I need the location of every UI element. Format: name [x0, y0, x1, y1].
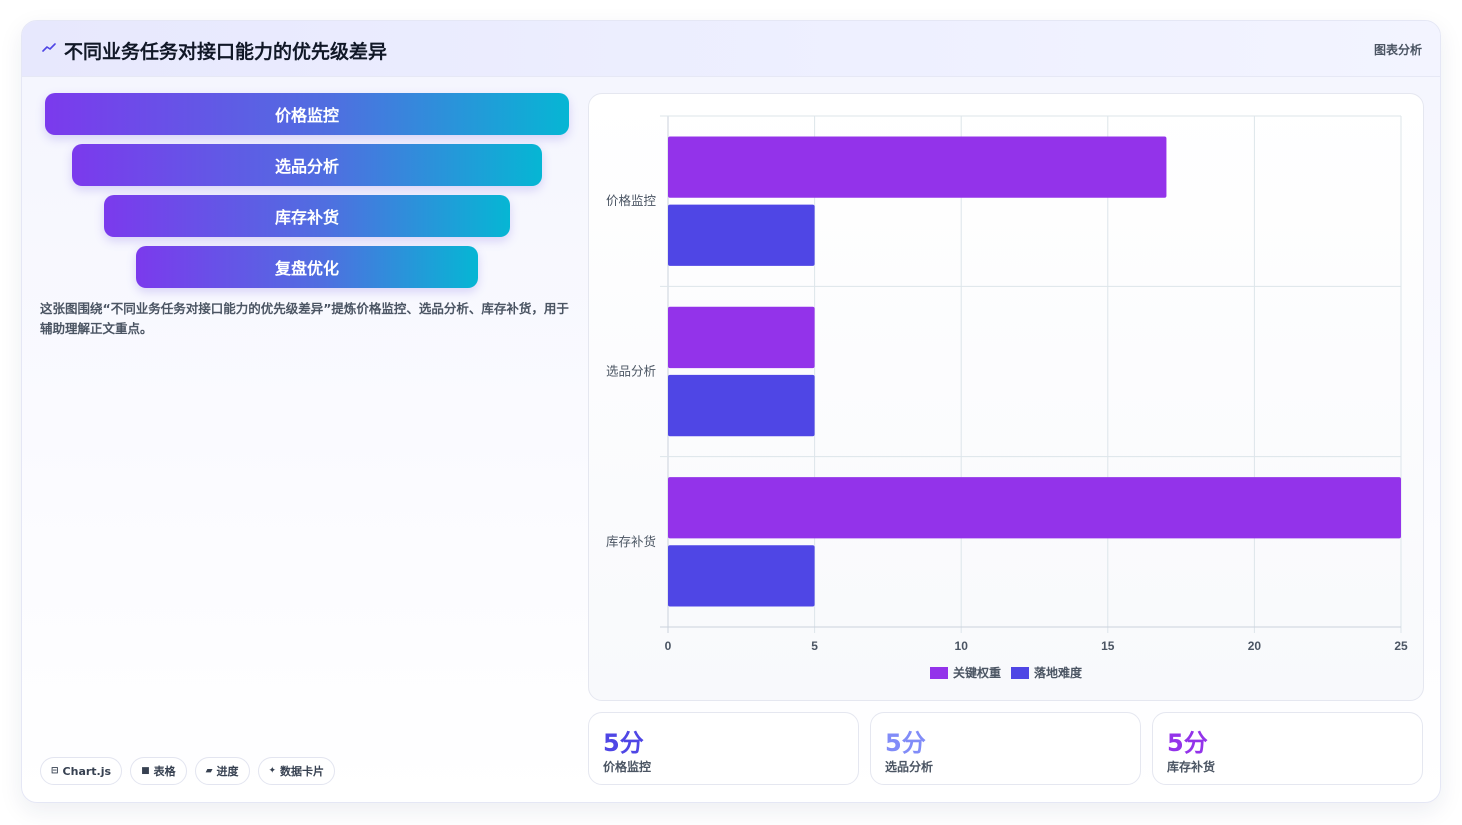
- chart-icon: ⊟: [51, 766, 59, 776]
- chart-analysis-tag: 图表分析: [1373, 43, 1422, 57]
- legend-item-difficulty[interactable]: 落地难度: [1011, 664, 1082, 681]
- x-tick-label: 10: [955, 639, 969, 653]
- funnel-step-price-monitoring: 价格监控: [45, 93, 569, 135]
- stat-label: 选品分析: [885, 760, 934, 774]
- feature-tags: ⊟ Chart.js ■ 表格 ▰ 进度 ✦ 数据卡片: [40, 757, 336, 785]
- legend-swatch: [929, 666, 948, 679]
- x-tick-label: 0: [665, 639, 672, 653]
- stat-value: 5分: [1167, 729, 1208, 757]
- chart-legend: 关键权重 落地难度: [589, 664, 1423, 681]
- bar-key-weight: [668, 136, 1167, 198]
- legend-label: 落地难度: [1034, 666, 1083, 680]
- tag-chartjs[interactable]: ⊟ Chart.js: [40, 757, 123, 785]
- stat-value: 5分: [885, 729, 926, 757]
- bar-key-weight: [668, 477, 1401, 539]
- stat-label: 库存补货: [1167, 760, 1216, 774]
- legend-swatch: [1011, 666, 1029, 679]
- tag-progress[interactable]: ▰ 进度: [194, 757, 250, 785]
- tag-label: 进度: [216, 765, 239, 778]
- bar-chart-panel: 0 5 10 15 20 25 价格监控选品分析库存补货 关键权重 落地难度: [588, 93, 1424, 701]
- stat-card-price-monitoring: 5分 价格监控: [588, 712, 859, 785]
- chart-description: 这张图围绕“不同业务任务对接口能力的优先级差异”提炼价格监控、选品分析、库存补货…: [40, 301, 569, 336]
- legend-label: 关键权重: [952, 666, 1001, 680]
- bar-difficulty: [668, 545, 815, 607]
- x-tick-label: 25: [1394, 639, 1408, 653]
- progress-icon: ▰: [205, 766, 213, 776]
- tag-label: Chart.js: [62, 764, 112, 778]
- legend-item-key-weight[interactable]: 关键权重: [929, 664, 1001, 681]
- page-title: 不同业务任务对接口能力的优先级差异: [64, 41, 388, 63]
- tag-table[interactable]: ■ 表格: [130, 757, 187, 785]
- stat-card-inventory-replenishment: 5分 库存补货: [1152, 712, 1423, 785]
- header-bar: 不同业务任务对接口能力的优先级差异 图表分析: [22, 21, 1440, 77]
- tag-label: 表格: [153, 765, 176, 778]
- bar-key-weight: [668, 306, 815, 369]
- stat-label: 价格监控: [603, 760, 652, 774]
- main-card: 不同业务任务对接口能力的优先级差异 图表分析 价格监控 选品分析 库存补货 复盘…: [21, 20, 1441, 803]
- x-tick-label: 5: [811, 639, 818, 653]
- y-tick-label: 选品分析: [606, 365, 656, 379]
- funnel-step-inventory-replenishment: 库存补货: [104, 195, 510, 237]
- y-tick-label: 价格监控: [606, 193, 657, 208]
- table-icon: ■: [141, 766, 150, 776]
- trend-line-icon: [42, 43, 56, 52]
- stat-value: 5分: [603, 729, 644, 757]
- funnel-step-review-optimization: 复盘优化: [136, 246, 478, 288]
- x-tick-label: 15: [1101, 639, 1115, 653]
- bar-difficulty: [668, 374, 815, 437]
- y-tick-label: 库存补货: [606, 534, 656, 549]
- funnel-step-product-selection: 选品分析: [72, 144, 542, 186]
- bar-difficulty: [668, 204, 815, 266]
- tag-data-card[interactable]: ✦ 数据卡片: [257, 757, 336, 785]
- x-tick-label: 20: [1248, 639, 1262, 653]
- stat-card-product-selection: 5分 选品分析: [870, 712, 1141, 785]
- sparkle-icon: ✦: [268, 766, 277, 776]
- tag-label: 数据卡片: [280, 765, 325, 778]
